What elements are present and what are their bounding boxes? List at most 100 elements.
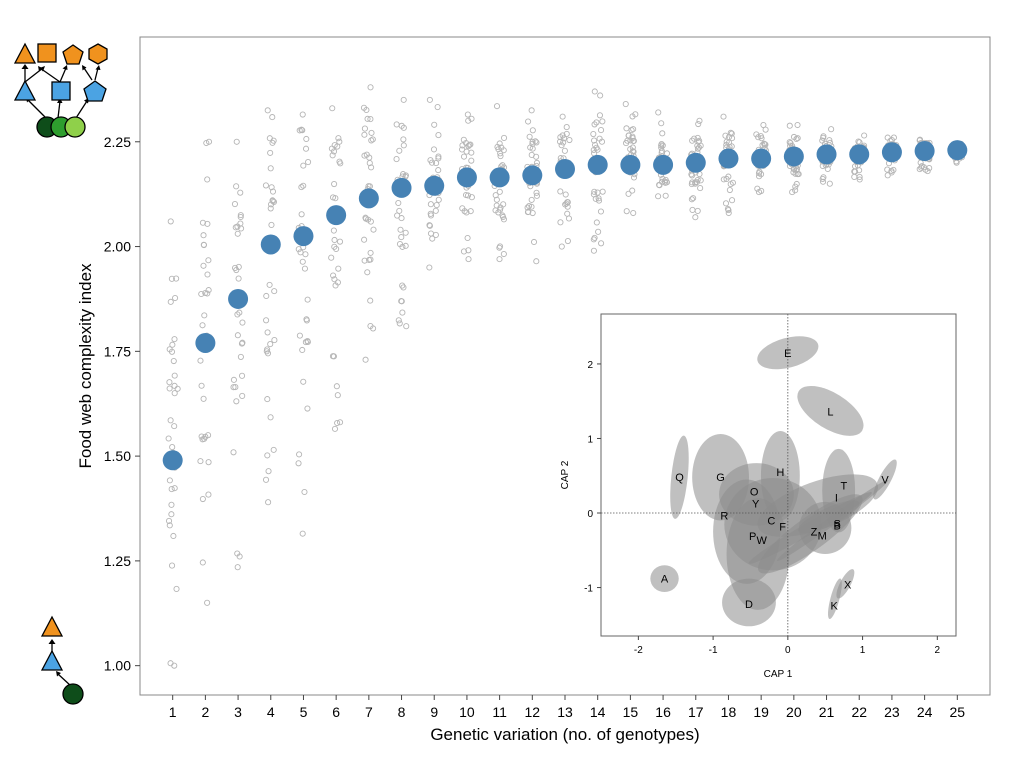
replicate-point xyxy=(197,458,204,465)
replicate-point xyxy=(465,256,472,263)
arrowhead xyxy=(21,64,29,69)
light-green-circle-icon xyxy=(64,116,86,138)
mean-point xyxy=(456,167,477,188)
replicate-point xyxy=(299,258,306,265)
replicate-point xyxy=(468,157,475,164)
replicate-point xyxy=(270,198,278,205)
x-tick-label: 15 xyxy=(623,704,639,720)
x-tick-label: 25 xyxy=(950,704,966,720)
inset-x-tick-label: -1 xyxy=(709,645,718,656)
replicate-point xyxy=(300,182,307,189)
x-tick-label: 1 xyxy=(169,704,177,720)
replicate-point xyxy=(270,446,277,453)
replicate-point xyxy=(361,125,368,132)
replicate-point xyxy=(167,417,174,424)
x-tick-label: 9 xyxy=(430,704,438,720)
replicate-point xyxy=(722,132,729,139)
replicate-point xyxy=(658,142,665,149)
mean-point xyxy=(358,188,379,209)
replicate-point xyxy=(303,135,310,143)
replicate-point xyxy=(426,96,433,103)
replicate-point xyxy=(826,180,833,187)
mean-point xyxy=(424,175,445,196)
replicate-point xyxy=(365,216,372,223)
replicate-point xyxy=(623,125,630,132)
replicate-point xyxy=(269,197,276,204)
x-tick-label: 5 xyxy=(300,704,308,720)
replicate-point xyxy=(165,435,172,442)
replicate-point xyxy=(361,257,368,264)
replicate-point xyxy=(435,196,442,203)
replicate-point xyxy=(301,488,308,496)
replicate-point xyxy=(237,189,244,196)
replicate-point xyxy=(171,336,178,343)
arrowhead xyxy=(39,66,45,72)
replicate-point xyxy=(232,384,239,391)
replicate-point xyxy=(198,290,205,298)
replicate-point xyxy=(396,147,403,154)
replicate-point xyxy=(694,207,701,214)
replicate-point xyxy=(334,392,341,399)
x-tick-label: 18 xyxy=(721,704,737,720)
replicate-point xyxy=(200,242,207,249)
replicate-point xyxy=(497,152,504,160)
mean-point xyxy=(783,146,804,167)
replicate-point xyxy=(268,221,275,228)
replicate-point xyxy=(533,153,540,160)
arrow-line xyxy=(83,67,93,81)
replicate-point xyxy=(792,170,799,177)
replicate-point xyxy=(467,141,474,148)
replicate-point xyxy=(493,196,500,203)
mean-point xyxy=(391,177,412,198)
y-tick-label: 1.75 xyxy=(104,343,131,359)
replicate-point xyxy=(171,372,178,379)
replicate-point xyxy=(403,323,410,330)
x-tick-label: 19 xyxy=(753,704,769,720)
replicate-point xyxy=(756,173,763,180)
replicate-point xyxy=(299,530,306,537)
replicate-point xyxy=(304,338,311,346)
replicate-point xyxy=(172,294,179,302)
replicate-point xyxy=(533,139,540,146)
confidence-ellipse xyxy=(722,578,776,627)
replicate-point xyxy=(236,553,243,560)
replicate-point xyxy=(793,180,800,188)
x-tick-label: 21 xyxy=(819,704,835,720)
replicate-point xyxy=(234,230,241,237)
replicate-point xyxy=(238,225,245,232)
replicate-point xyxy=(368,137,375,144)
replicate-point xyxy=(625,190,632,197)
replicate-point xyxy=(632,111,639,118)
replicate-point xyxy=(330,353,337,360)
arrow-line xyxy=(59,67,67,83)
replicate-point xyxy=(364,269,371,276)
replicate-point xyxy=(235,275,242,282)
replicate-point xyxy=(851,168,858,175)
y-axis-ticks: 1.00 1.25 1.50 1.75 2.00 2.25 xyxy=(104,134,140,674)
y-axis-label: Food web complexity index xyxy=(76,263,95,469)
replicate-point xyxy=(331,142,338,149)
replicate-point xyxy=(336,238,344,245)
replicate-point xyxy=(630,209,637,217)
replicate-point xyxy=(464,234,471,242)
replicate-point xyxy=(720,113,727,120)
replicate-point xyxy=(692,214,699,221)
confidence-ellipse xyxy=(670,435,689,519)
replicate-point xyxy=(533,189,540,196)
replicate-point xyxy=(729,179,736,186)
replicate-point xyxy=(688,181,695,188)
replicate-point xyxy=(335,135,342,142)
replicate-point xyxy=(204,599,211,606)
replicate-point xyxy=(236,309,243,316)
replicate-point xyxy=(266,281,273,288)
mean-point xyxy=(718,148,739,169)
replicate-point xyxy=(367,116,374,123)
confidence-ellipse xyxy=(827,578,842,619)
replicate-point xyxy=(499,212,506,219)
replicate-point xyxy=(622,101,629,108)
replicate-point xyxy=(564,203,571,210)
replicate-point xyxy=(171,485,178,492)
replicate-point xyxy=(598,240,605,247)
replicate-point xyxy=(296,451,303,458)
replicate-point xyxy=(237,353,244,360)
